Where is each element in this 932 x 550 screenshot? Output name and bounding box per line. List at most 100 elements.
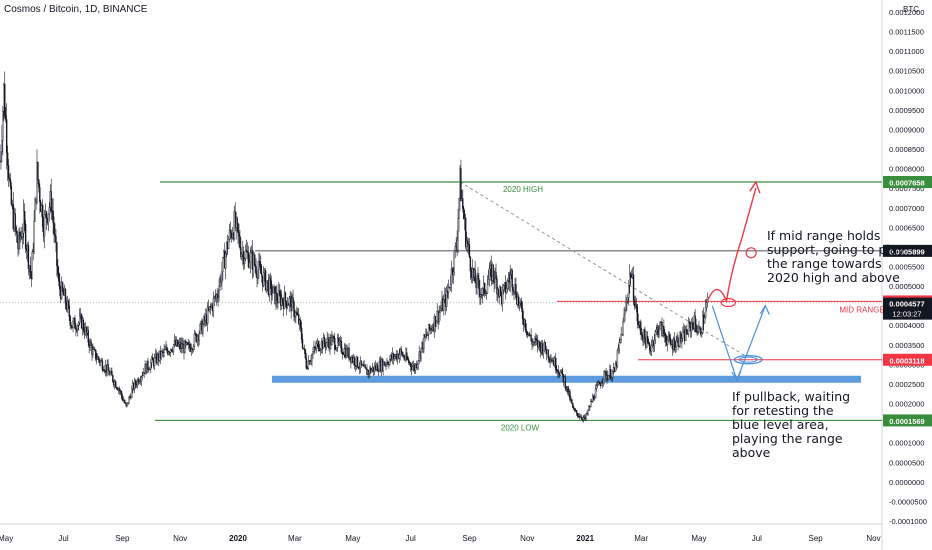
candle-body	[628, 285, 630, 299]
candle-body	[604, 370, 606, 373]
candle-body	[623, 314, 625, 322]
candle-body	[519, 302, 521, 306]
candle-body	[690, 322, 693, 332]
candle-body	[624, 310, 626, 315]
candle-body	[15, 226, 17, 232]
candle-body	[337, 337, 340, 343]
candle-body	[466, 240, 469, 244]
candle-body	[564, 376, 566, 389]
y-tick-label: 0.0010500	[889, 67, 924, 76]
candle-body	[336, 337, 339, 349]
candle-body	[221, 271, 223, 283]
candle-body	[269, 277, 271, 282]
candle-body	[495, 271, 497, 280]
candle-body	[416, 364, 418, 368]
candle-body	[389, 359, 391, 365]
candle-body	[23, 211, 26, 225]
mid-range-hold-marker	[720, 297, 736, 308]
candle-body	[445, 290, 448, 307]
candle-body	[608, 375, 610, 380]
candle-body	[115, 381, 117, 388]
candle-body	[423, 334, 425, 350]
x-tick-label: May	[0, 534, 13, 543]
candle-body	[249, 252, 252, 263]
descending-trendline	[459, 181, 747, 357]
currency-label: BTC	[903, 5, 919, 14]
candle-body	[698, 327, 700, 333]
candle-body	[14, 213, 16, 227]
price-tag-2020-low: 0.0001569	[889, 417, 924, 426]
candle-body	[569, 391, 571, 401]
candle-body	[134, 380, 137, 385]
candle-body	[126, 402, 128, 406]
candle-body	[133, 380, 136, 390]
candle-body	[647, 341, 650, 345]
candle-body	[640, 327, 642, 335]
candle-body	[225, 253, 227, 269]
price-tag-countdown: 12:03:27	[892, 310, 921, 319]
candle-body	[627, 297, 629, 302]
candle-body	[595, 385, 598, 390]
candle-body	[303, 348, 306, 350]
candle-body	[284, 292, 287, 302]
candle-body	[331, 337, 333, 346]
candle-body	[260, 265, 262, 274]
candle-body	[140, 376, 143, 382]
candle-body	[635, 304, 638, 307]
candle-body	[641, 334, 643, 337]
candle-body	[632, 274, 635, 301]
candle-body	[504, 282, 507, 293]
candle-body	[360, 360, 363, 366]
candle-body	[69, 316, 71, 326]
candle-body	[658, 328, 660, 335]
candle-body	[95, 349, 97, 360]
pullback-path	[711, 305, 766, 382]
candle-body	[94, 348, 96, 351]
candle-body	[265, 282, 268, 291]
candle-body	[401, 351, 403, 356]
candle-body	[596, 384, 599, 386]
candle-body	[392, 353, 395, 359]
candle-body	[276, 292, 278, 302]
candle-body	[16, 231, 18, 243]
candle-body	[335, 347, 338, 350]
y-tick-label: 0.0007500	[889, 184, 924, 193]
candle-body	[506, 280, 509, 289]
candle-body	[650, 345, 653, 352]
candle-body	[629, 273, 631, 286]
candle-body	[364, 364, 366, 368]
candle-body	[138, 381, 141, 384]
candle-body	[33, 221, 35, 252]
candle-body	[488, 268, 491, 280]
candle-body	[198, 333, 200, 341]
candle-body	[97, 356, 100, 361]
candle-body	[245, 250, 248, 252]
candle-body	[535, 338, 537, 341]
candle-body	[530, 334, 532, 342]
candle-body	[41, 205, 44, 227]
candle-body	[478, 278, 480, 289]
candle-body	[239, 236, 241, 248]
candle-body	[654, 331, 657, 341]
y-tick-label: 0.0009000	[889, 125, 924, 134]
candle-body	[532, 341, 534, 345]
candle-body	[172, 344, 175, 352]
candle-body	[5, 119, 8, 153]
candle-body	[411, 366, 414, 370]
candle-body	[160, 351, 162, 359]
x-tick-label: May	[691, 534, 706, 543]
candle-body	[47, 213, 50, 224]
candle-body	[669, 338, 672, 345]
candle-body	[272, 286, 274, 294]
candle-body	[387, 362, 389, 365]
candle-body	[409, 362, 412, 367]
price-tag-last: 0.0004577	[889, 300, 924, 309]
candle-body	[456, 239, 458, 250]
candle-body	[177, 343, 179, 347]
candle-body	[477, 275, 479, 280]
candle-body	[353, 357, 356, 366]
candle-body	[176, 339, 179, 347]
candle-body	[222, 257, 224, 272]
candle-body	[292, 297, 294, 303]
candle-body	[39, 187, 41, 203]
